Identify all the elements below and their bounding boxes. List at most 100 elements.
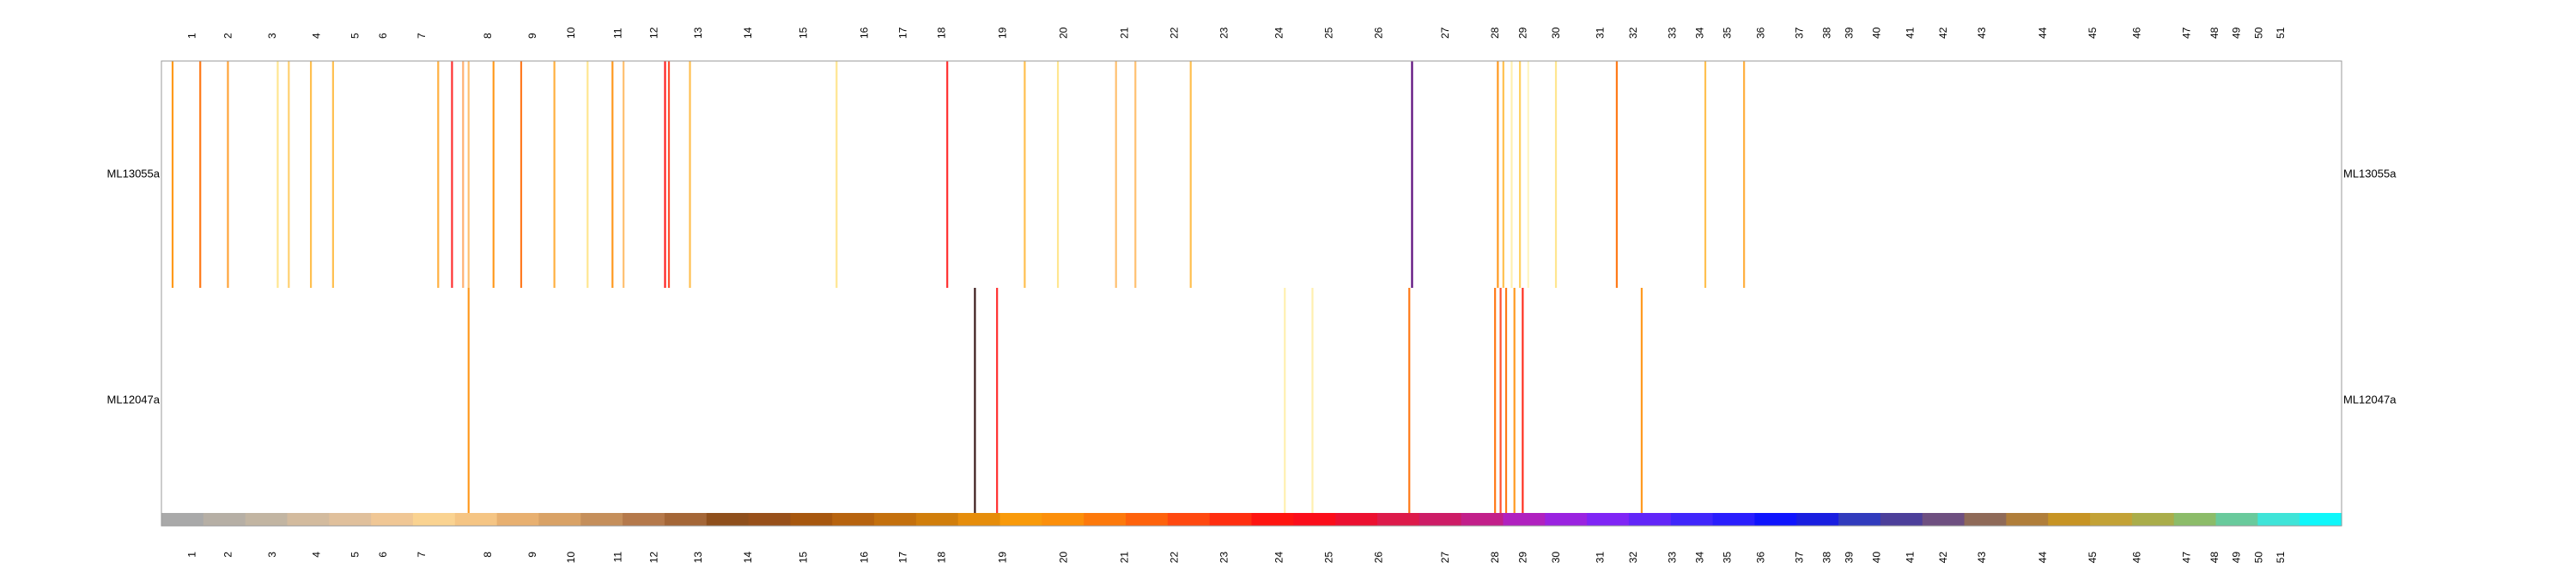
top-tick-label: 51 [2275,27,2287,39]
top-tick-label: 3 [266,33,278,39]
top-tick-label: 32 [1627,27,1639,39]
bottom-tick-label: 11 [612,552,624,563]
heatmap-cell-line [974,288,976,513]
top-tick-label: 43 [1976,27,1988,39]
heatmap-cell-line [1056,61,1060,288]
colorbar-segment [1167,513,1211,526]
top-tick-label: 25 [1323,27,1335,39]
top-tick-label: 17 [897,27,909,39]
colorbar-segment [1293,513,1336,526]
colorbar-segment [2090,513,2133,526]
top-tick-label: 31 [1594,27,1606,39]
colorbar-segment [161,513,204,526]
top-tick-label: 8 [482,33,494,39]
bottom-tick-label: 18 [936,552,948,564]
top-tick-label: 21 [1118,27,1130,39]
bottom-tick-label: 35 [1722,552,1734,564]
bottom-tick-label: 30 [1550,552,1562,564]
colorbar-segment [1712,513,1756,526]
bottom-tick-label: 33 [1666,552,1678,564]
top-tick-label: 35 [1722,27,1734,39]
heatmap-cell-line [586,61,589,288]
heatmap-cell-line [996,288,999,513]
bottom-tick-label: 20 [1057,552,1069,564]
colorbar-segment [706,513,750,526]
colorbar-segment [203,513,246,526]
heatmap-cell-line [946,61,949,288]
heatmap-cell-line [288,61,290,288]
bottom-tick-label: 50 [2252,552,2264,564]
heatmap-cell-line [667,61,671,288]
top-tick-label: 23 [1218,27,1230,39]
heatmap-cell-line [1527,61,1529,288]
colorbar-segment [2173,513,2217,526]
bottom-tick-label: 16 [858,552,870,564]
heatmap-cell-line [467,288,470,513]
colorbar-segment [245,513,289,526]
colorbar-segment [1964,513,2007,526]
colorbar-segment [1838,513,1881,526]
colorbar-segment [371,513,414,526]
bottom-tick-label: 13 [692,552,704,564]
colorbar-segment [623,513,665,526]
colorbar-segment [832,513,875,526]
heatmap-cell-line [1494,288,1497,513]
top-tick-label: 9 [526,33,538,39]
top-tick-label: 15 [798,27,810,39]
bottom-tick-label: 25 [1323,552,1335,564]
top-tick-label: 19 [997,27,1009,39]
bottom-tick-label: 4 [310,552,322,558]
colorbar-segment [999,513,1042,526]
colorbar-segment [1628,513,1672,526]
bottom-tick-label: 10 [565,552,577,564]
top-tick-label: 2 [222,33,234,39]
top-tick-label: 50 [2252,27,2264,39]
top-tick-label: 49 [2231,27,2243,39]
colorbar-segment [329,513,372,526]
colorbar-segment [1754,513,1797,526]
heatmap-cell-line [171,61,174,288]
colorbar-segment [2257,513,2300,526]
row-labels: ML13055a ML13055a ML12047a ML12047a [107,167,2397,406]
colorbar-segment [2131,513,2175,526]
row-label-left: ML12047a [107,393,161,406]
bottom-tick-label: 31 [1594,552,1606,564]
heatmap-cell-line [623,61,625,288]
heatmap-cell-line [1640,288,1643,513]
top-tick-label: 14 [742,27,754,39]
colorbar-segment [1796,513,1839,526]
heatmap-cell-line [1134,61,1137,288]
top-tick-label: 1 [185,33,197,39]
row-label-left: ML13055a [107,167,161,180]
top-tick-label: 7 [416,33,428,39]
heatmap-cell-line [462,61,465,288]
top-tick-label: 12 [648,27,660,39]
top-tick-label: 33 [1666,27,1678,39]
bottom-tick-label: 42 [1937,552,1949,564]
colorbar-segment [1545,513,1588,526]
bottom-tick-label: 43 [1976,552,1988,564]
colorbar-segment [2006,513,2049,526]
heatmap-cell-line [1743,61,1746,288]
heatmap-cell-line [553,61,556,288]
bottom-tick-label: 14 [742,552,754,564]
colorbar-segment [1880,513,1923,526]
colorbar-segment [538,513,581,526]
heatmap-cell-line [1115,61,1117,288]
heatmap-cell-line [227,61,229,288]
colorbar-segment [790,513,833,526]
top-tick-label: 34 [1693,27,1705,39]
top-tick-label: 4 [310,33,322,39]
bottom-tick-label: 48 [2208,552,2221,564]
bottom-tick-label: 44 [2037,552,2049,564]
bottom-tick-label: 3 [266,552,278,558]
colorbar-segment [2215,513,2258,526]
bottom-tick-label: 51 [2275,552,2287,564]
bottom-tick-label: 45 [2087,552,2099,564]
heatmap-cell-line [1408,288,1411,513]
row-label-right: ML12047a [2343,393,2397,406]
bottom-tick-label: 24 [1273,552,1285,564]
heatmap-cell-line [331,61,334,288]
bottom-tick-label: 40 [1871,552,1883,564]
top-tick-label: 13 [692,27,704,39]
